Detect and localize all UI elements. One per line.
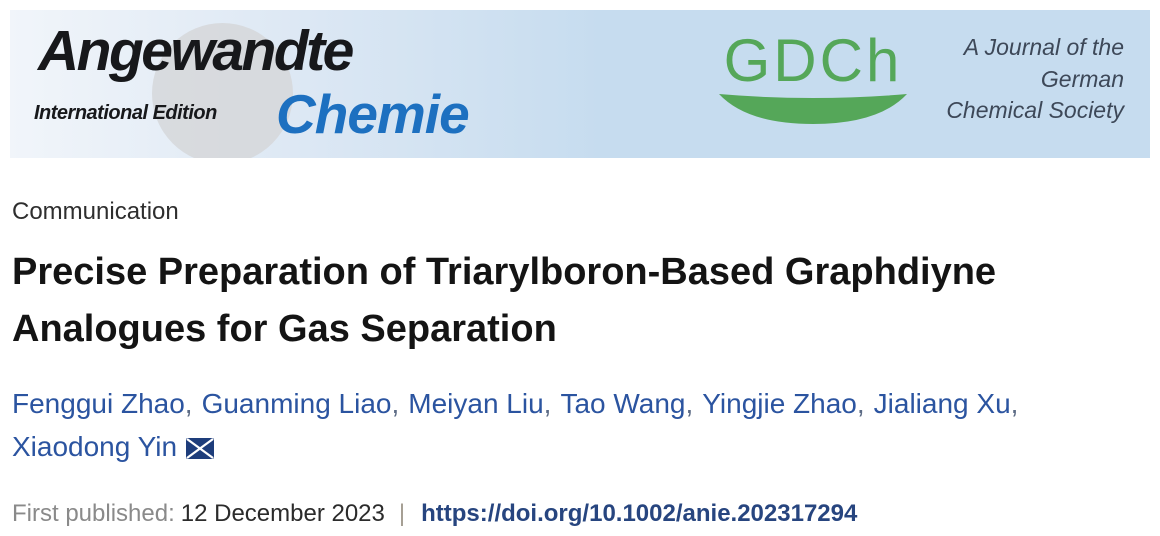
angewandte-wordmark: Angewandte: [38, 19, 354, 83]
article-header-content: Communication Precise Preparation of Tri…: [12, 158, 1152, 528]
angewandte-chemie-logo[interactable]: Angewandte International Edition Chemie: [10, 10, 490, 158]
author-separator: ,: [685, 388, 694, 419]
banner-circle-decoration: [152, 23, 293, 158]
author-link[interactable]: Xiaodong Yin: [12, 431, 178, 463]
tagline-line-3: Chemical Society: [946, 97, 1124, 124]
gdch-logo[interactable]: GDCh: [710, 28, 916, 126]
author-separator: ,: [184, 388, 193, 419]
doi-link[interactable]: https://doi.org/10.1002/anie.202317294: [421, 499, 858, 527]
journal-banner: Angewandte International Edition Chemie …: [10, 10, 1150, 158]
author-separator: ,: [856, 388, 865, 419]
envelope-icon: [186, 438, 215, 460]
author-link[interactable]: Guanming Liao: [201, 388, 392, 419]
article-type-label: Communication: [12, 198, 179, 225]
international-edition-label: International Edition: [34, 102, 217, 124]
author-separator: ,: [1010, 388, 1019, 419]
gdch-wordmark: GDCh: [723, 27, 903, 94]
journal-tagline: A Journal of the German Chemical Society: [946, 32, 1124, 127]
author-link[interactable]: Tao Wang: [560, 388, 686, 419]
author-separator: ,: [391, 388, 400, 419]
separator-pipe: |: [398, 499, 406, 527]
tagline-line-1: A Journal of the: [963, 34, 1124, 60]
tagline-line-2: German: [1040, 65, 1124, 92]
chemie-wordmark: Chemie: [276, 83, 470, 145]
first-published-label: First published:: [12, 499, 175, 527]
author-list: Fenggui Zhao, Guanming Liao, Meiyan Liu, Ta…: [12, 382, 1112, 472]
author-link[interactable]: Jialiang Xu: [873, 388, 1011, 419]
article-title: Precise Preparation of Triarylboron-Base…: [12, 251, 997, 350]
author-separator: ,: [543, 388, 552, 419]
gdch-bowl-icon: [719, 94, 907, 124]
first-published-date: 12 December 2023: [180, 499, 385, 527]
author-link[interactable]: Yingjie Zhao: [702, 388, 857, 419]
publication-info: First published: 12 December 2023 | https:/…: [12, 500, 1152, 528]
author-link[interactable]: Meiyan Liu: [408, 388, 544, 419]
author-link[interactable]: Fenggui Zhao: [12, 388, 185, 419]
corresponding-author-email-link[interactable]: [186, 428, 215, 471]
author-names-container: Fenggui Zhao, Guanming Liao, Meiyan Liu, Ta…: [12, 388, 1027, 462]
